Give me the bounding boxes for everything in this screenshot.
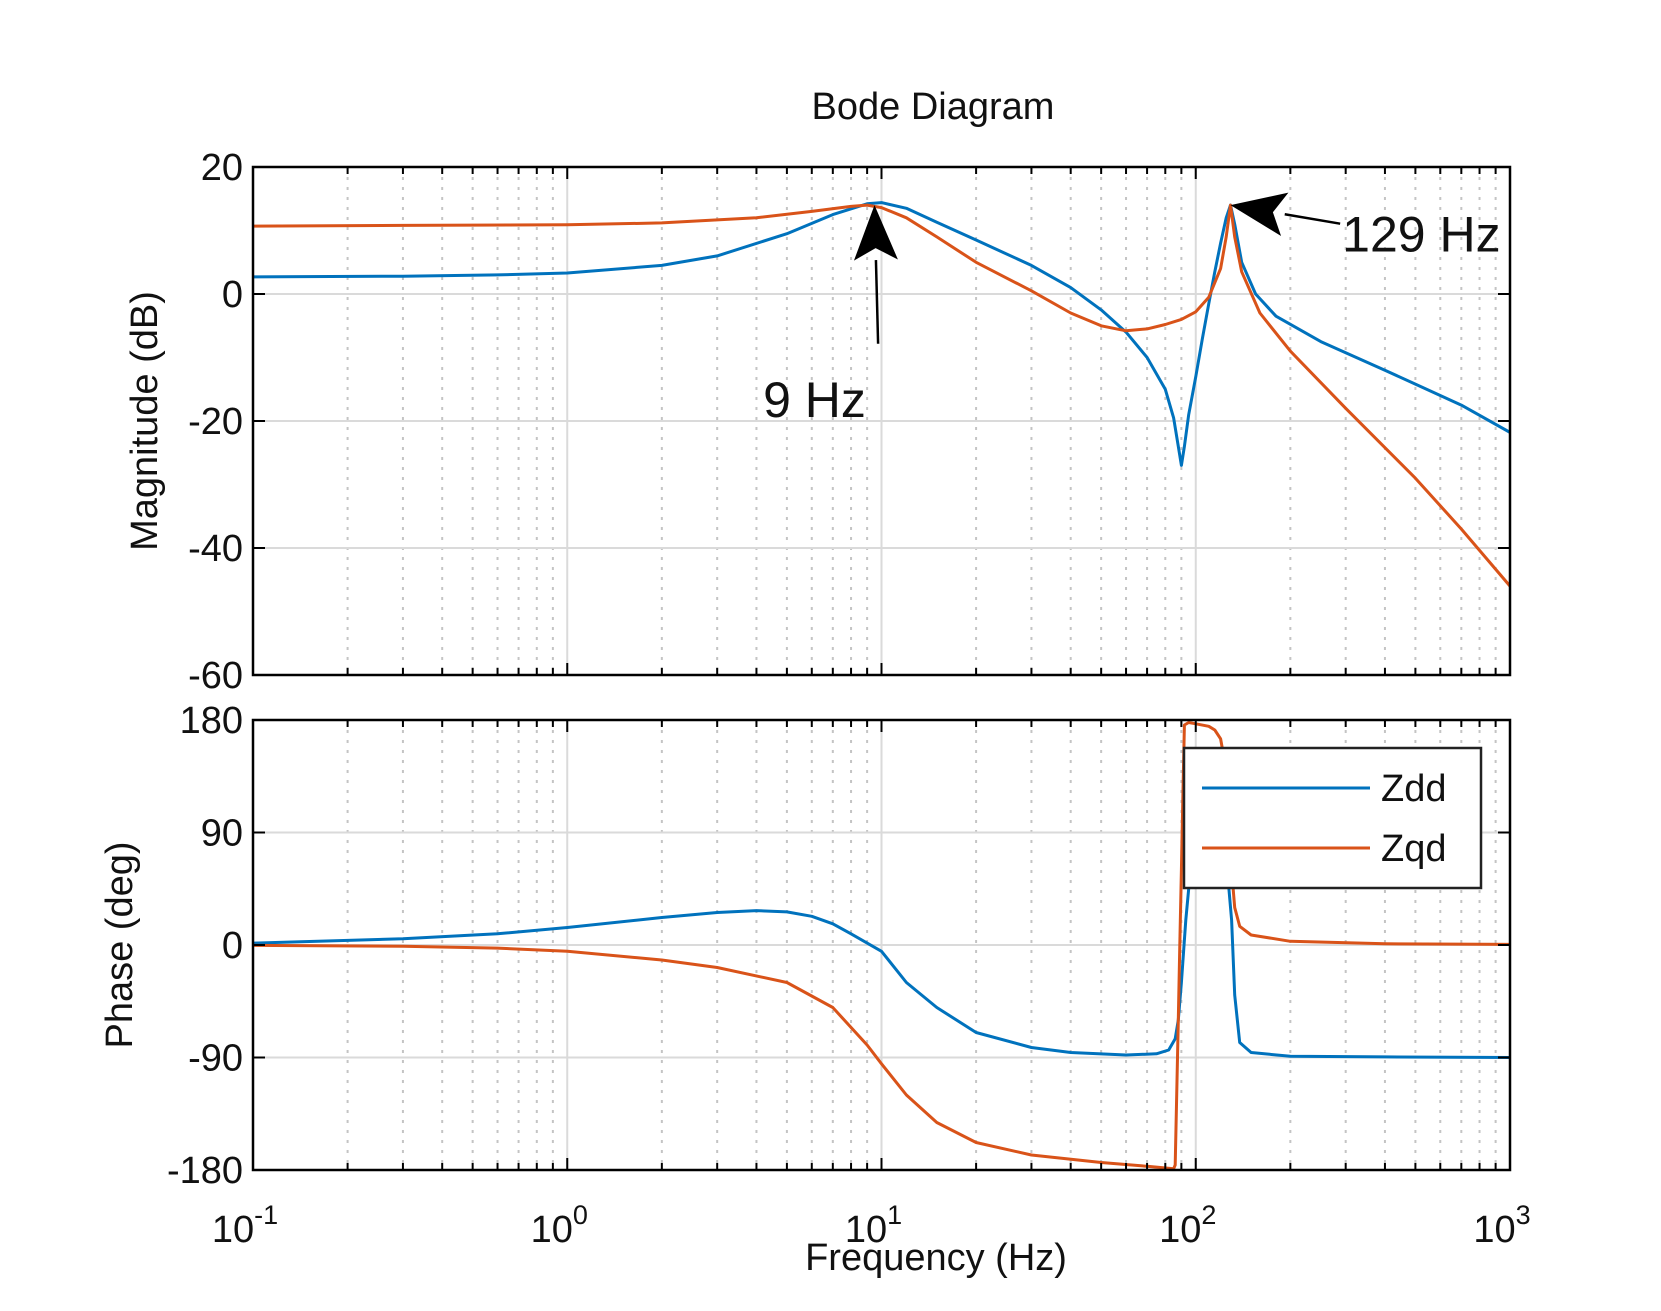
magnitude-y-tick-label: -40 xyxy=(188,528,243,570)
magnitude-series-group xyxy=(253,201,1510,588)
annotation-arrow-line xyxy=(1284,213,1341,225)
x-tick-base: 10 xyxy=(1473,1209,1515,1251)
x-tick-exponent: -1 xyxy=(254,1200,278,1230)
x-tick-label: 103 xyxy=(1473,1200,1530,1251)
magnitude-y-tick-label: 20 xyxy=(201,147,243,189)
phase-y-tick-label: 0 xyxy=(222,925,243,967)
magnitude-series-zdd xyxy=(253,201,1510,467)
magnitude-panel: 20 0 -20 -40 -60 Magnitude (dB) 9 Hz 129 Hz xyxy=(124,147,1512,697)
x-tick-base: 10 xyxy=(1159,1209,1201,1251)
x-tick-exponent: 1 xyxy=(887,1200,902,1230)
magnitude-y-tick-label: -20 xyxy=(188,401,243,443)
x-tick-label: 100 xyxy=(531,1200,588,1251)
x-axis-title: Frequency (Hz) xyxy=(805,1237,1067,1279)
magnitude-ticks xyxy=(252,166,1511,676)
magnitude-y-tick-label: -60 xyxy=(188,655,243,697)
phase-panel: 180 90 0 -90 -180 Phase (deg) xyxy=(99,700,1512,1192)
x-tick-label: 10-1 xyxy=(212,1200,278,1251)
legend-box xyxy=(1182,746,1483,890)
x-tick-labels: 10-1 100 101 102 103 xyxy=(212,1200,1531,1251)
legend: Zdd Zqd xyxy=(1182,746,1483,890)
annotation-arrow-line xyxy=(874,260,880,344)
x-tick-exponent: 3 xyxy=(1516,1200,1531,1230)
x-tick-exponent: 2 xyxy=(1201,1200,1216,1230)
chart-title: Bode Diagram xyxy=(812,86,1055,128)
x-tick-base: 10 xyxy=(212,1209,254,1251)
phase-y-axis-title: Phase (deg) xyxy=(99,841,141,1048)
annotation-label: 9 Hz xyxy=(763,372,866,428)
legend-label-zdd: Zdd xyxy=(1381,768,1446,810)
magnitude-y-axis-title: Magnitude (dB) xyxy=(124,291,166,551)
phase-y-tick-label: 180 xyxy=(180,700,243,742)
x-tick-label: 102 xyxy=(1159,1200,1216,1251)
x-tick-label: 101 xyxy=(845,1200,902,1251)
phase-series-zdd xyxy=(253,831,1510,1059)
annotation-label: 129 Hz xyxy=(1342,207,1500,263)
magnitude-series-zqd xyxy=(253,203,1510,588)
legend-label-zqd: Zqd xyxy=(1381,828,1446,870)
annotation-arrow-head xyxy=(853,205,898,261)
x-tick-base: 10 xyxy=(845,1209,887,1251)
phase-ticks xyxy=(252,719,1511,1171)
magnitude-y-tick-label: 0 xyxy=(222,274,243,316)
x-tick-exponent: 0 xyxy=(573,1200,588,1230)
x-tick-base: 10 xyxy=(531,1209,573,1251)
phase-y-tick-label: -180 xyxy=(167,1150,243,1192)
phase-y-tick-label: -90 xyxy=(188,1038,243,1080)
phase-y-tick-label: 90 xyxy=(201,813,243,855)
annotation-arrow-head xyxy=(1230,192,1289,236)
